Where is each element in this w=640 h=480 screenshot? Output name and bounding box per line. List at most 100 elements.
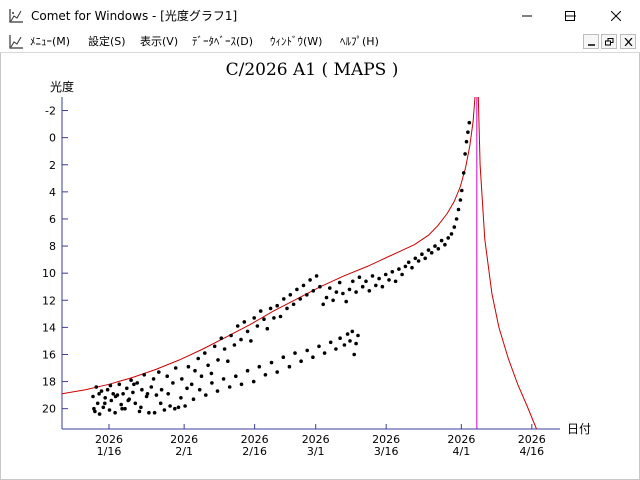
observation-point: [426, 248, 431, 252]
observation-point: [111, 392, 115, 396]
mdi-restore-button[interactable]: [601, 34, 617, 49]
y-tick-label: 8: [49, 240, 56, 253]
observation-point: [226, 359, 230, 364]
observation-point: [342, 343, 347, 347]
observation-point: [357, 275, 362, 279]
observation-point: [119, 402, 123, 407]
observation-point: [403, 264, 408, 269]
observation-point: [235, 324, 240, 328]
observation-point: [147, 410, 151, 415]
observation-point: [466, 130, 470, 134]
maximize-button[interactable]: [548, 0, 594, 32]
chart-marks: [62, 97, 537, 429]
menu-item-settings[interactable]: 設定(S): [88, 35, 126, 48]
observation-point: [446, 236, 451, 240]
observation-point: [249, 339, 253, 343]
x-tick-date: 3/16: [374, 445, 399, 458]
observation-point: [347, 287, 352, 292]
observation-point: [120, 406, 124, 411]
graph-window: C/2026 A1 ( MAPS ) 光度 日付 -2 0 2 4 6 8 10 12 14 16…: [4, 53, 636, 476]
observation-point: [318, 284, 322, 289]
observation-point: [180, 377, 184, 381]
observation-point: [334, 290, 339, 294]
observation-point: [239, 382, 244, 387]
x-tick-date: 4/1: [452, 445, 470, 458]
plot-area: [62, 97, 537, 429]
observation-point: [140, 387, 144, 392]
observation-point: [135, 381, 139, 385]
observation-point: [245, 368, 250, 373]
observation-point: [189, 382, 194, 387]
maximize-icon: [565, 11, 575, 21]
observation-point: [338, 336, 342, 341]
menu-item-window[interactable]: ｳｨﾝﾄﾞｳ(W): [270, 35, 323, 48]
observation-point: [275, 303, 280, 308]
observation-point: [142, 373, 146, 377]
observation-point: [185, 386, 189, 391]
observation-point: [413, 256, 418, 261]
x-tick-date: 3/1: [307, 445, 325, 458]
mdi-close-button[interactable]: [620, 34, 636, 49]
fit-curve-decline: [477, 97, 537, 429]
observation-point: [179, 396, 183, 400]
observation-point: [295, 287, 299, 292]
light-curve-chart: C/2026 A1 ( MAPS ) 光度 日付 -2 0 2 4 6 8 10 12 14 16…: [42, 60, 591, 458]
close-button[interactable]: [594, 0, 640, 32]
observation-point: [152, 410, 157, 415]
observation-point: [269, 360, 274, 365]
observation-point: [210, 381, 214, 385]
y-tick-label: 14: [42, 321, 56, 334]
observation-point: [416, 259, 421, 263]
observation-point: [351, 279, 355, 284]
observation-point: [464, 139, 469, 144]
x-tick-date: 1/16: [97, 445, 122, 458]
x-tick-year: 2026: [518, 433, 546, 446]
y-axis-label: 光度: [50, 79, 74, 94]
observation-point: [242, 320, 247, 324]
observation-point: [436, 247, 441, 251]
observation-point: [278, 314, 283, 319]
observation-point: [154, 393, 159, 397]
observation-point: [94, 385, 99, 389]
observation-point: [400, 272, 404, 277]
menu-item-view[interactable]: 表示(V): [140, 35, 179, 48]
observation-point: [203, 351, 207, 355]
document-icon[interactable]: [8, 34, 24, 50]
mdi-minimize-button[interactable]: [583, 34, 599, 49]
mdi-restore-icon: [605, 38, 614, 46]
observation-point: [232, 343, 237, 347]
observation-point: [324, 295, 329, 300]
observation-point: [209, 371, 214, 376]
menu-item-help[interactable]: ﾍﾙﾌﾟ(H): [340, 35, 379, 48]
observation-point: [191, 397, 196, 402]
observation-point: [92, 406, 96, 411]
observation-point: [113, 410, 117, 415]
observation-point: [257, 364, 262, 369]
observation-point: [345, 332, 350, 336]
observation-point: [113, 394, 118, 399]
observation-point: [251, 379, 256, 384]
menu-item-database[interactable]: ﾃﾞｰﾀﾍﾞｰｽ(D): [192, 35, 254, 48]
observation-point: [133, 401, 138, 406]
observation-point: [173, 406, 177, 411]
observation-point: [370, 274, 375, 278]
observation-point: [117, 382, 122, 387]
observation-point: [305, 293, 309, 297]
observation-point: [356, 333, 360, 338]
observation-point: [352, 352, 357, 357]
app-icon[interactable]: [8, 8, 24, 24]
observation-point: [206, 363, 210, 368]
observation-point: [449, 232, 454, 236]
minimize-button-area[interactable]: [502, 0, 548, 32]
observation-point: [183, 404, 187, 408]
observation-point: [282, 297, 286, 301]
observation-point: [291, 302, 296, 307]
menu-item-menu[interactable]: ﾒﾆｭｰ(M): [30, 35, 71, 48]
observation-point: [151, 377, 156, 381]
observation-point: [101, 405, 106, 410]
observation-point: [252, 316, 256, 320]
observation-point: [288, 293, 293, 297]
x-tick-year: 2026: [241, 433, 269, 446]
observation-point: [298, 297, 303, 301]
observation-point: [157, 370, 161, 374]
